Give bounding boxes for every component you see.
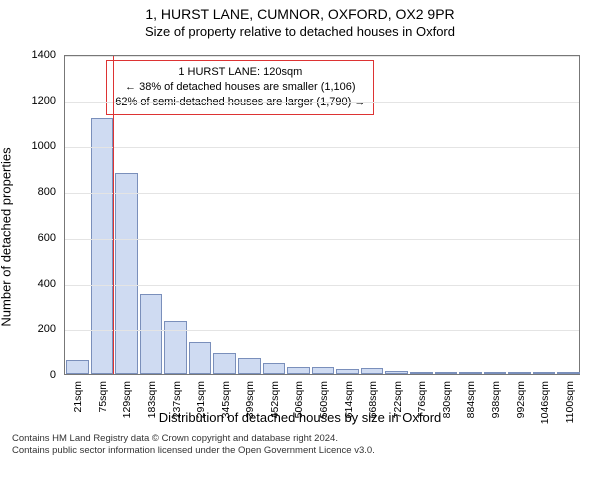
x-tick-label: 830sqm: [441, 381, 453, 418]
annotation-line2: ← 38% of detached houses are smaller (1,…: [115, 80, 365, 95]
gridline: [65, 147, 579, 148]
bar: [385, 371, 408, 374]
x-tick-label: 21sqm: [72, 381, 84, 413]
bar: [238, 358, 261, 374]
x-tick-label: 668sqm: [367, 381, 379, 418]
marker-line: [113, 56, 114, 374]
bar: [91, 118, 114, 374]
y-tick-label: 800: [12, 186, 56, 198]
y-tick-label: 600: [12, 232, 56, 244]
bar: [557, 372, 580, 374]
bar: [287, 367, 310, 374]
y-tick-label: 400: [12, 278, 56, 290]
gridline: [65, 102, 579, 103]
x-tick-label: 452sqm: [269, 381, 281, 418]
bar: [484, 372, 507, 374]
plot-area: 1 HURST LANE: 120sqm ← 38% of detached h…: [64, 55, 580, 375]
x-tick-label: 1046sqm: [539, 381, 551, 424]
annotation-line1: 1 HURST LANE: 120sqm: [115, 65, 365, 80]
y-tick-label: 1000: [12, 140, 56, 152]
footer-line2: Contains public sector information licen…: [12, 445, 588, 457]
bar: [140, 294, 163, 374]
y-tick-label: 200: [12, 323, 56, 335]
gridline: [65, 56, 579, 57]
bar: [189, 342, 212, 374]
footer: Contains HM Land Registry data © Crown c…: [12, 433, 588, 458]
bar: [213, 353, 236, 374]
gridline: [65, 285, 579, 286]
bar: [459, 372, 482, 374]
bar: [361, 368, 384, 374]
page-subtitle: Size of property relative to detached ho…: [0, 24, 600, 39]
x-tick-label: 938sqm: [490, 381, 502, 418]
x-tick-label: 614sqm: [343, 381, 355, 418]
x-tick-label: 1100sqm: [564, 381, 576, 423]
gridline: [65, 330, 579, 331]
x-tick-label: 722sqm: [392, 381, 404, 418]
x-tick-label: 884sqm: [465, 381, 477, 418]
bar: [435, 372, 458, 374]
footer-line1: Contains HM Land Registry data © Crown c…: [12, 433, 588, 445]
x-tick-label: 345sqm: [220, 381, 232, 418]
bar: [508, 372, 531, 374]
x-tick-label: 776sqm: [416, 381, 428, 418]
y-tick-label: 1400: [12, 49, 56, 61]
x-tick-label: 992sqm: [515, 381, 527, 418]
y-tick-label: 0: [12, 369, 56, 381]
x-tick-label: 129sqm: [121, 381, 133, 418]
x-tick-label: 506sqm: [293, 381, 305, 418]
bar: [115, 173, 138, 374]
x-tick-label: 399sqm: [244, 381, 256, 418]
bar: [66, 360, 89, 374]
bar: [312, 367, 335, 374]
annotation-box: 1 HURST LANE: 120sqm ← 38% of detached h…: [106, 60, 374, 115]
bar: [410, 372, 433, 374]
x-tick-label: 237sqm: [171, 381, 183, 418]
x-tick-label: 183sqm: [146, 381, 158, 418]
bar: [336, 369, 359, 374]
gridline: [65, 193, 579, 194]
bar: [533, 372, 556, 374]
page-title: 1, HURST LANE, CUMNOR, OXFORD, OX2 9PR: [0, 6, 600, 22]
gridline: [65, 239, 579, 240]
bar: [263, 363, 286, 374]
x-tick-label: 75sqm: [97, 381, 109, 413]
x-tick-label: 560sqm: [318, 381, 330, 418]
x-tick-label: 291sqm: [195, 381, 207, 418]
y-tick-label: 1200: [12, 95, 56, 107]
chart: Number of detached properties 1 HURST LA…: [12, 47, 588, 427]
